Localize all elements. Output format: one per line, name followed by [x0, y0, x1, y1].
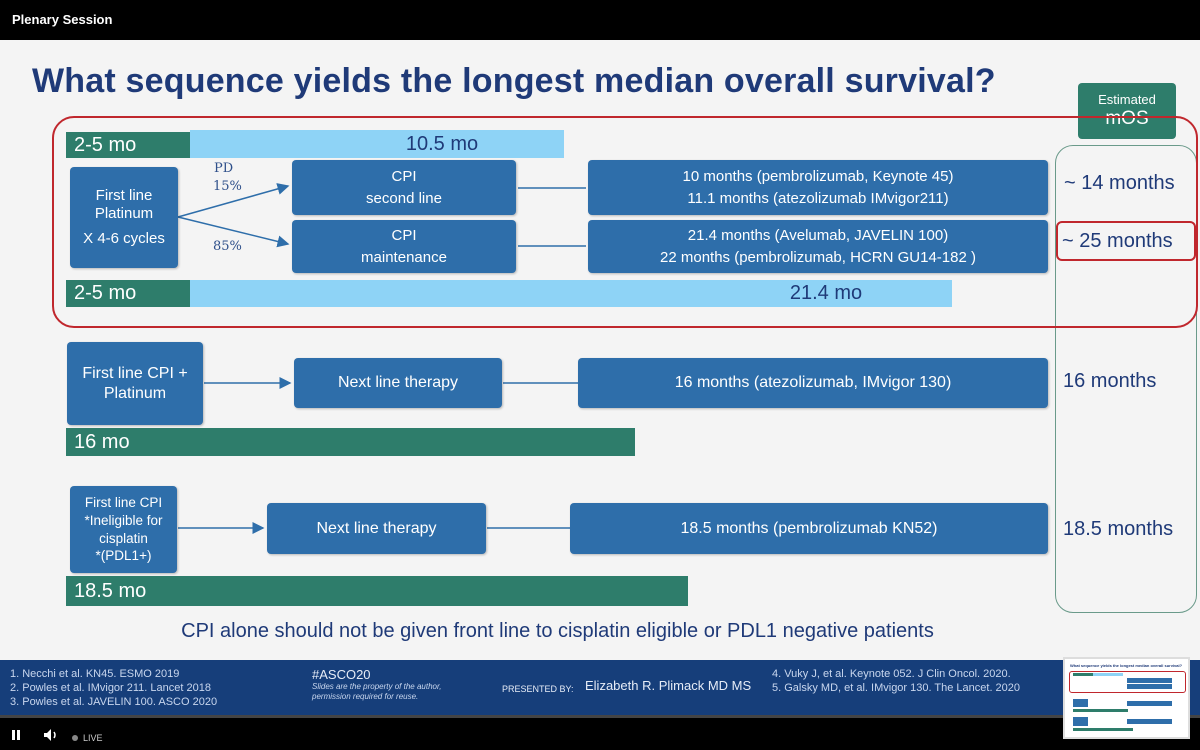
live-dot-icon	[72, 735, 78, 741]
bar-top-blue: 10.5 mo	[190, 130, 564, 158]
box-line: *(PDL1+)	[95, 548, 152, 564]
cpi-label: CPI	[391, 226, 417, 244]
box-line: Platinum	[103, 384, 167, 402]
result-line: 21.4 months (Avelumab, JAVELIN 100)	[687, 226, 949, 244]
mos-16-months: 16 months	[1063, 370, 1157, 392]
bar-top-green: 2-5 mo	[66, 132, 190, 158]
cycles-label: X 4-6 cycles	[83, 230, 165, 248]
result-second-line-box: 10 months (pembrolizumab, Keynote 45) 11…	[588, 160, 1048, 215]
result-line: 11.1 months (atezolizumab IMvigor211)	[687, 189, 949, 207]
references-right: 4. Vuky J, et al. Keynote 052. J Clin On…	[772, 667, 1020, 695]
platinum-label: Platinum	[94, 204, 154, 222]
references-left: 1. Necchi et al. KN45. ESMO 2019 2. Powl…	[10, 667, 217, 709]
thumbnail-box	[1073, 717, 1088, 726]
mos-18-5-months: 18.5 months	[1063, 518, 1174, 540]
first-line-cpi-platinum-box: First line CPI + Platinum	[67, 342, 203, 425]
pause-button[interactable]	[10, 730, 22, 742]
live-indicator: LIVE	[72, 733, 103, 743]
next-line-therapy-box-2: Next line therapy	[267, 503, 486, 554]
pd-label: PD	[214, 161, 234, 176]
cpi-label: CPI	[391, 167, 417, 185]
notice-line: permission required for reuse.	[312, 692, 419, 701]
highlight-top-block	[52, 116, 1198, 328]
reference-item: 5. Galsky MD, et al. IMvigor 130. The La…	[772, 682, 1021, 694]
pause-icon	[12, 730, 15, 740]
presentation-slide: What sequence yields the longest median …	[0, 40, 1200, 660]
second-line-label: second line	[366, 189, 442, 207]
result-middle-box: 16 months (atezolizumab, IMvigor 130)	[578, 358, 1048, 408]
window-title: Plenary Session	[12, 12, 113, 27]
notice-line: Slides are the property of the author,	[312, 682, 442, 691]
next-line-label: Next line therapy	[316, 519, 437, 537]
reference-item: 2. Powles et al. IMvigor 211. Lancet 201…	[10, 682, 211, 694]
estimated-mos-column	[1055, 145, 1197, 613]
connector-lines	[177, 183, 586, 534]
estimated-mos-header: Estimated mOS	[1078, 83, 1176, 139]
slide-title: What sequence yields the longest median …	[32, 62, 996, 100]
first-line-cpi-ineligible-box: First line CPI *Ineligible for cisplatin…	[70, 486, 177, 573]
cpi-maintenance-box: CPI maintenance	[292, 220, 516, 273]
reference-item: 1. Necchi et al. KN45. ESMO 2019	[10, 668, 180, 680]
arrow-to-maintenance	[177, 216, 290, 248]
asco-branding: #ASCO20 Slides are the property of the a…	[312, 668, 441, 702]
result-lower-box: 18.5 months (pembrolizumab KN52)	[570, 503, 1048, 554]
bar-bottom-blue: 21.4 mo	[190, 280, 952, 307]
thumbnail-bar	[1073, 728, 1133, 731]
mos-maintenance: ~ 25 months	[1062, 230, 1173, 252]
pct-15-label: 15%	[213, 179, 242, 194]
window-titlebar: Plenary Session	[0, 0, 1200, 40]
thumbnail-highlight	[1069, 671, 1186, 693]
result-line: 16 months (atezolizumab, IMvigor 130)	[674, 374, 952, 392]
hashtag: #ASCO20	[312, 667, 371, 682]
slide-thumbnail[interactable]: What sequence yields the longest median …	[1063, 657, 1190, 739]
progress-bar[interactable]	[0, 715, 1200, 718]
thumbnail-box	[1073, 699, 1088, 707]
volume-button[interactable]	[43, 728, 59, 747]
box-line: First line CPI	[84, 495, 163, 511]
result-line: 22 months (pembrolizumab, HCRN GU14-182 …	[660, 248, 976, 266]
volume-icon	[44, 729, 56, 741]
box-line: cisplatin	[99, 530, 148, 546]
mos-label: mOS	[1105, 108, 1149, 129]
bar-18-5-mo: 18.5 mo	[66, 576, 688, 606]
slide-footer: 1. Necchi et al. KN45. ESMO 2019 2. Powl…	[0, 660, 1200, 715]
thumbnail-box	[1127, 701, 1172, 706]
thumbnail-bar	[1073, 709, 1128, 712]
presented-by-label: PRESENTED BY:	[502, 684, 574, 694]
thumbnail-title: What sequence yields the longest median …	[1070, 663, 1183, 668]
mos-second-line: ~ 14 months	[1064, 172, 1175, 194]
box-line: First line CPI +	[82, 365, 188, 383]
box-line: *Ineligible for	[84, 512, 163, 528]
bar-16-mo: 16 mo	[66, 428, 635, 456]
first-line-label: First line	[95, 186, 153, 204]
cpi-second-line-box: CPI second line	[292, 160, 516, 215]
estimated-label: Estimated	[1098, 92, 1156, 107]
player-controls: LIVE	[0, 715, 1200, 750]
result-line: 10 months (pembrolizumab, Keynote 45)	[682, 167, 954, 185]
bar-bottom-green: 2-5 mo	[66, 280, 190, 307]
arrow-to-second-line	[177, 183, 290, 218]
thumbnail-box	[1127, 684, 1172, 689]
bottom-note: CPI alone should not be given front line…	[181, 620, 934, 642]
pct-85-label: 85%	[213, 239, 242, 254]
result-maintenance-box: 21.4 months (Avelumab, JAVELIN 100) 22 m…	[588, 220, 1048, 273]
highlight-25-months	[1056, 221, 1196, 261]
first-line-platinum-box: First line Platinum X 4-6 cycles	[70, 167, 178, 268]
live-label: LIVE	[83, 733, 103, 743]
thumbnail-box	[1127, 678, 1172, 683]
reference-item: 3. Powles et al. JAVELIN 100. ASCO 2020	[10, 696, 218, 708]
maintenance-label: maintenance	[361, 248, 447, 266]
pause-icon-bar	[17, 730, 20, 740]
presenter-name: Elizabeth R. Plimack MD MS	[585, 678, 752, 693]
thumbnail-bar	[1093, 673, 1123, 676]
reference-item: 4. Vuky J, et al. Keynote 052. J Clin On…	[772, 668, 1011, 680]
next-line-label: Next line therapy	[337, 374, 459, 392]
next-line-therapy-box: Next line therapy	[294, 358, 502, 408]
thumbnail-bar	[1073, 673, 1093, 676]
thumbnail-box	[1127, 719, 1172, 724]
result-line: 18.5 months (pembrolizumab KN52)	[680, 519, 938, 537]
